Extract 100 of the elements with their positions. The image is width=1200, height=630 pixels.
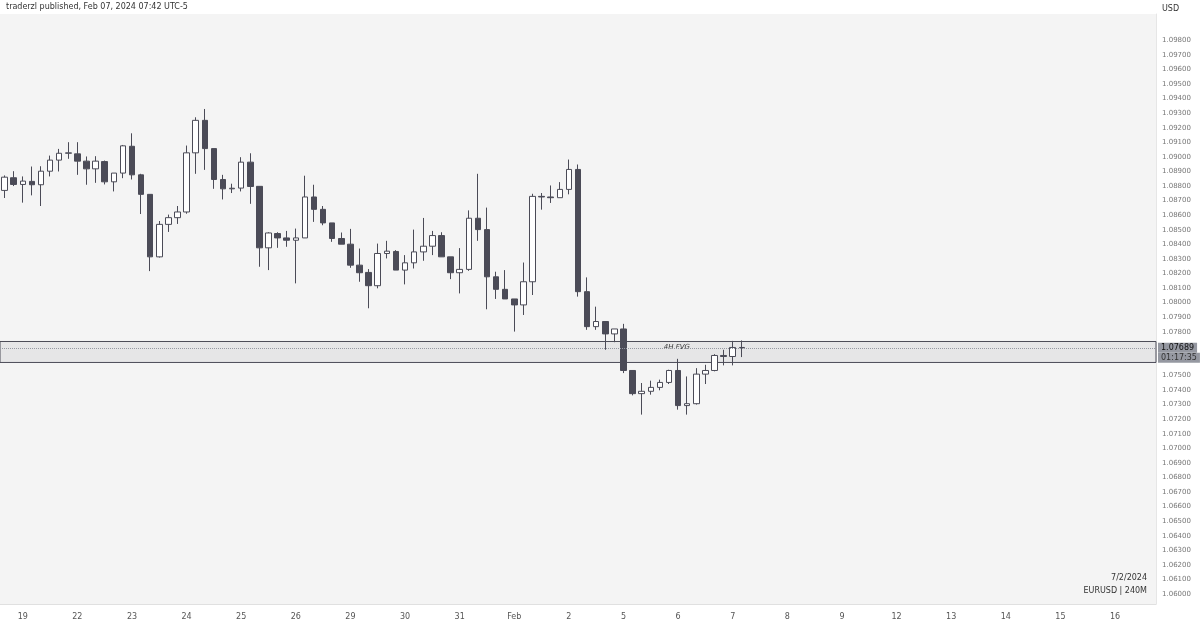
x-tick-label: 8: [784, 611, 790, 621]
x-tick-label: 19: [17, 611, 28, 621]
candlestick: [65, 141, 72, 160]
candlestick: [593, 306, 599, 331]
candlestick: [420, 217, 427, 262]
candlestick: [739, 339, 745, 358]
x-tick-label: 24: [181, 611, 192, 621]
candlestick: [374, 243, 381, 289]
candlestick: [29, 166, 35, 196]
x-tick-label: 23: [126, 611, 138, 621]
candlestick: [629, 369, 636, 396]
candlestick: [283, 230, 290, 248]
candlestick: [557, 181, 563, 199]
candlestick: [502, 269, 508, 300]
x-tick-label: 9: [839, 611, 845, 621]
candlestick: [293, 228, 299, 284]
candlestick: [511, 298, 518, 333]
x-tick-label: 16: [1109, 611, 1121, 621]
x-tick-label: 5: [620, 611, 627, 621]
x-tick-label: 30: [399, 611, 411, 621]
x-tick-label: 12: [891, 611, 902, 621]
x-tick-label: 22: [72, 611, 83, 621]
x-tick-label: 26: [290, 611, 301, 621]
candlestick: [47, 155, 53, 177]
candlestick: [211, 148, 217, 190]
x-tick-label: 6: [675, 611, 681, 621]
x-tick-label: 15: [1055, 611, 1066, 621]
candlestick: [183, 145, 190, 215]
candlestick: [20, 175, 26, 204]
candlestick: [693, 367, 700, 406]
candlestick: [675, 358, 681, 411]
candlestick: [38, 165, 44, 207]
candlestick: [493, 271, 499, 300]
ref-line-label: 1.07689: [1161, 343, 1195, 353]
candlestick: [538, 192, 545, 211]
candlestick: [520, 262, 527, 316]
candlestick: [138, 173, 144, 215]
candlestick: [101, 160, 108, 185]
x-tick-label: 7: [730, 611, 736, 621]
candlestick: [584, 276, 590, 331]
candlestick: [602, 321, 609, 351]
candlestick: [447, 256, 454, 280]
candlestick: [356, 248, 363, 283]
candlestick: [566, 159, 572, 195]
annotation: 7/2/2024: [1111, 572, 1147, 582]
candlestick: [456, 247, 463, 294]
candlestick: [338, 232, 345, 245]
candlestick: [547, 184, 554, 204]
candlestick: [320, 205, 326, 226]
candlestick: [429, 230, 436, 256]
candlestick: [711, 353, 718, 372]
candlestick: [729, 340, 736, 366]
candlestick: [611, 328, 618, 343]
candlestick: [192, 116, 199, 175]
candlestick: [438, 231, 445, 258]
candlestick: [347, 228, 354, 269]
candlestick: [120, 144, 126, 179]
candlestick: [147, 193, 153, 272]
candlestick: [684, 375, 690, 416]
candlestick: [265, 231, 272, 271]
x-tick-label: Feb: [507, 611, 522, 621]
candlestick: [720, 349, 727, 366]
candlestick: [56, 148, 62, 172]
candlestick: [411, 229, 417, 269]
candlestick: [638, 382, 645, 416]
annotation: EURUSD | 240M: [1083, 585, 1148, 595]
candlestick: [10, 170, 17, 187]
candlestick: [529, 193, 536, 296]
text: traderzl published, Feb 07, 2024 07:42 UTC-5: [6, 1, 188, 11]
candlestick: [174, 205, 181, 225]
candlestick: [302, 175, 308, 239]
candlestick: [475, 173, 481, 242]
candlestick: [202, 108, 208, 171]
candlestick: [165, 214, 172, 233]
candlestick: [247, 152, 254, 205]
candlestick: [393, 249, 399, 271]
candlestick: [575, 163, 581, 298]
candlestick: [402, 254, 408, 285]
x-tick-label: 13: [946, 611, 957, 621]
text: 01:17:35: [1161, 353, 1197, 363]
candlestick: [311, 184, 317, 223]
x-tick-label: 14: [1000, 611, 1011, 621]
candlestick: [648, 380, 654, 396]
x-tick-label: 2: [566, 611, 572, 621]
candlestick: [256, 185, 263, 268]
x-tick-label: 31: [454, 611, 465, 621]
candlestick: [74, 141, 81, 176]
x-tick-label: 25: [236, 611, 247, 621]
candlestick: [329, 222, 335, 243]
candlestick: [129, 132, 135, 180]
candlestick: [83, 155, 90, 186]
candlestick: [92, 155, 99, 184]
candlestick: [657, 379, 663, 391]
candlestick: [466, 209, 472, 272]
candlestick: [620, 323, 627, 374]
candlestick: [111, 172, 117, 192]
candlestick: [365, 268, 372, 309]
candlestick: [384, 240, 390, 259]
candlestick: [702, 364, 709, 385]
candlestick: [238, 156, 244, 192]
